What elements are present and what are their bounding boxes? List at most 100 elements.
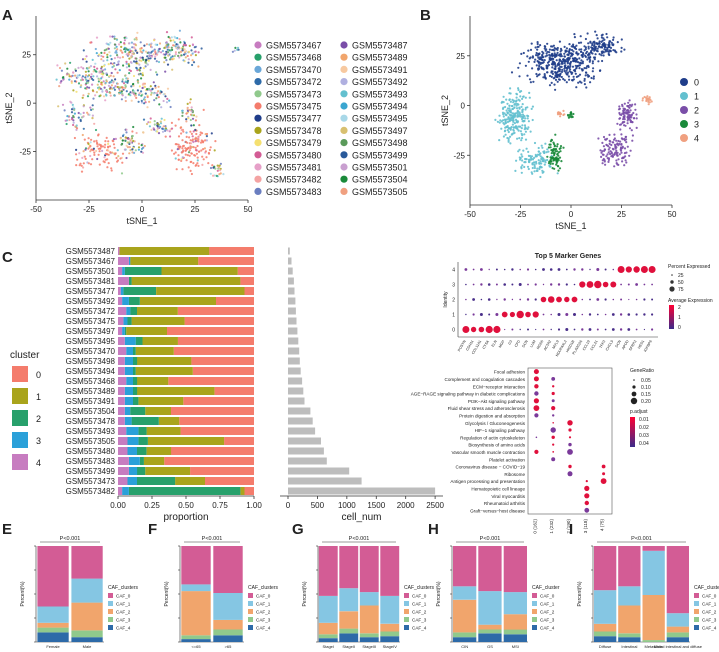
panel-d-y-tick-label: 1: [452, 313, 455, 319]
panel-d-dot: [527, 283, 529, 286]
panel-c-bar-segment: [133, 387, 138, 395]
panel-a-point: [87, 70, 90, 73]
panel-a-point: [174, 45, 177, 48]
panel-a-point: [93, 140, 96, 143]
panel-b-point: [628, 127, 632, 130]
panel-b-point: [511, 123, 514, 126]
panel-d-size-legend-label: 75: [678, 287, 684, 293]
stacked-bar-segment: [213, 619, 243, 630]
panel-b-point: [519, 95, 522, 98]
panel-a-point: [140, 144, 143, 147]
panel-a-point: [112, 81, 115, 84]
panel-b-legend-swatch: [680, 78, 688, 86]
stacked-category-label: >65: [225, 644, 233, 649]
panel-a-point: [137, 81, 140, 84]
panel-a-point: [166, 87, 170, 90]
panel-c-bar-segment: [161, 267, 238, 275]
panel-d-gene-label: SFRP2: [628, 340, 637, 352]
panel-a-point: [167, 51, 170, 54]
panel-a-point: [88, 146, 91, 149]
panel-a-point: [62, 78, 65, 81]
panel-a-point: [168, 49, 171, 52]
stacked-legend-label: CAF_3: [116, 618, 131, 623]
panel-a-point: [180, 54, 183, 57]
panel-a-point: [122, 64, 125, 67]
panel-b-point: [551, 162, 555, 165]
panel-b-point: [609, 140, 612, 143]
panel-a-point: [148, 100, 151, 103]
panel-a-point: [115, 45, 118, 48]
panel-a-point: [140, 150, 143, 153]
panel-c2-bar: [288, 257, 292, 265]
panel-b-point: [628, 99, 631, 102]
panel-a-legend-label: GSM5573505: [352, 187, 408, 197]
panel-b-point: [553, 67, 556, 70]
panel-b-point: [635, 113, 638, 116]
panel-b-point: [626, 104, 629, 108]
panel-b-point: [586, 32, 589, 35]
panel-b-point: [512, 112, 515, 115]
panel-b-point: [563, 69, 566, 73]
panel-b-point: [522, 51, 525, 55]
panel-c-bar-segment: [131, 417, 159, 425]
panel-a-legend-swatch: [340, 126, 348, 134]
panel-a-point: [68, 78, 71, 81]
panel-a-point: [193, 46, 196, 49]
panel-c-bar-segment: [156, 287, 245, 295]
panel-c-bar-segment: [124, 367, 133, 375]
panel-a-point: [95, 36, 99, 39]
panel-a-point: [157, 132, 161, 135]
panel-b-point: [566, 60, 570, 64]
panel-c-bar-segment: [127, 447, 137, 455]
panel-c-bar-segment: [124, 397, 133, 405]
panel-c-category-label: GSM5573481: [66, 277, 116, 286]
panel-b-point: [563, 113, 566, 116]
panel-b-point: [559, 145, 563, 148]
panel-c-bar-segment: [122, 267, 125, 275]
panel-a-point: [75, 128, 78, 131]
panel-a-point: [127, 137, 130, 140]
panel-b-point: [535, 51, 538, 55]
panel-b-point: [564, 64, 567, 67]
panel-b-point: [540, 56, 543, 59]
panel-b-point: [569, 71, 573, 74]
panel-d-dot: [472, 298, 475, 301]
panel-d-dot: [519, 328, 521, 331]
panel-b-point: [518, 137, 521, 140]
panel-d-dot: [511, 298, 514, 301]
panel-a-point: [100, 51, 103, 55]
panel-j-color-legend-label: 0.01: [639, 417, 649, 423]
panel-a-point: [75, 153, 78, 156]
panel-a-point: [153, 128, 156, 131]
panel-c2-bar: [288, 397, 305, 405]
panel-j-dot: [568, 436, 572, 439]
panel-b-point: [503, 123, 506, 126]
panel-b-point: [589, 59, 592, 62]
panel-b-point: [524, 108, 527, 111]
panel-a-point: [56, 64, 59, 67]
panel-a-point: [78, 152, 81, 155]
panel-b-point: [524, 117, 527, 120]
panel-a-point: [213, 174, 216, 177]
panel-a-point: [95, 139, 98, 142]
stacked-category-label: StageIV: [383, 644, 398, 649]
panel-b-point: [529, 154, 532, 158]
panel-b-point: [621, 145, 624, 148]
panel-a-point: [116, 149, 119, 152]
panel-j-x-tick-label: 3 (118): [583, 519, 588, 534]
panel-b-point: [591, 42, 594, 45]
panel-d-dotplot: Top 5 Marker Genes43210POSTNCDH11COL11A1…: [443, 253, 713, 357]
panel-a-point: [174, 157, 177, 160]
stacked-bar-segment: [339, 633, 359, 642]
panel-a-point: [177, 158, 180, 161]
panel-a-point: [97, 134, 100, 137]
panel-c-category-label: GSM5573491: [66, 397, 116, 406]
panel-b-point: [534, 46, 537, 49]
panel-j-dot: [533, 398, 540, 404]
panel-a-legend-label: GSM5573470: [266, 65, 322, 75]
panel-j-dot: [584, 500, 589, 506]
panel-a-point: [134, 44, 138, 47]
panel-a-point: [125, 128, 128, 131]
panel-a-point: [100, 58, 103, 61]
panel-b-point: [520, 127, 523, 130]
